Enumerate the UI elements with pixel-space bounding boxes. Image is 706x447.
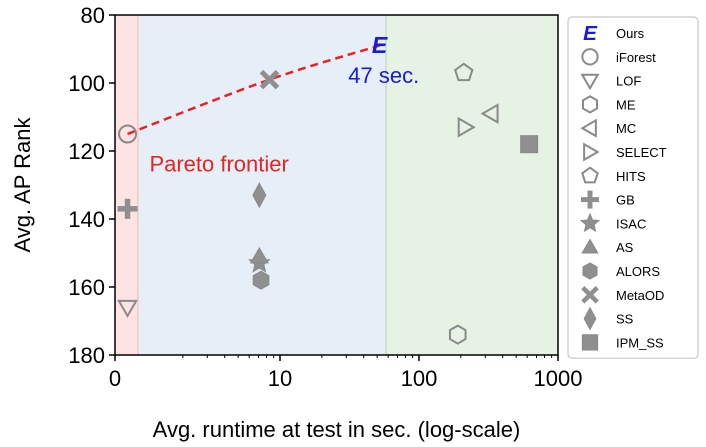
pareto-frontier-line bbox=[127, 44, 380, 136]
legend-marker-ipm-ss bbox=[581, 334, 599, 351]
point-select bbox=[457, 116, 476, 138]
y-tick-label: 80 bbox=[81, 3, 105, 28]
background-regions bbox=[115, 15, 558, 355]
legend-label: MetaOD bbox=[616, 288, 664, 303]
point-me bbox=[448, 324, 467, 345]
legend-item-ours: E Ours bbox=[583, 22, 645, 45]
legend-label: ISAC bbox=[616, 216, 646, 231]
legend-label: SS bbox=[616, 312, 634, 327]
legend-item-isac: ISAC bbox=[579, 212, 646, 233]
y-tick-label: 100 bbox=[68, 71, 105, 96]
point-ours: E bbox=[372, 32, 388, 58]
x-tick-label: 10 bbox=[268, 366, 292, 391]
data-points: E bbox=[117, 32, 539, 345]
legend-marker-ss bbox=[583, 306, 597, 331]
y-axis-title: Avg. AP Rank bbox=[10, 117, 35, 253]
annotation-47-sec: 47 sec. bbox=[348, 63, 419, 88]
legend-marker-ours: E bbox=[583, 22, 598, 45]
legend-label: GB bbox=[616, 193, 635, 208]
legend-marker-iforest bbox=[581, 48, 599, 66]
legend: E Ours iForest LOF ME MC SELECT HITS GB ISAC AS ALO… bbox=[567, 16, 699, 359]
point-iforest bbox=[118, 124, 138, 144]
legend-marker-select bbox=[583, 142, 600, 162]
legend-item-ipm-ss: IPM_SS bbox=[581, 334, 664, 351]
annotations: Pareto frontier 47 sec. bbox=[149, 63, 419, 176]
legend-marker-alors bbox=[582, 262, 598, 280]
legend-item-me: ME bbox=[581, 95, 636, 114]
legend-marker-lof bbox=[580, 73, 600, 91]
legend-label: iForest bbox=[616, 50, 656, 65]
legend-item-metaod: MetaOD bbox=[581, 286, 664, 304]
legend-item-mc: MC bbox=[580, 118, 636, 138]
pareto-frontier bbox=[127, 44, 380, 136]
legend-marker-mc bbox=[580, 118, 597, 138]
point-alors bbox=[252, 270, 270, 290]
legend-marker-as bbox=[581, 238, 599, 254]
legend-marker-gb bbox=[581, 190, 599, 209]
legend-marker-me bbox=[581, 95, 599, 114]
legend-item-iforest: iForest bbox=[581, 48, 656, 66]
legend-label: Ours bbox=[616, 26, 645, 41]
y-tick-label: 180 bbox=[68, 343, 105, 368]
y-tick-label: 160 bbox=[68, 275, 105, 300]
legend-item-select: SELECT bbox=[583, 142, 667, 162]
legend-label: IPM_SS bbox=[616, 335, 664, 350]
plot-frame bbox=[114, 14, 559, 356]
x-tick-label: 0 bbox=[109, 366, 121, 391]
x-tick-label: 100 bbox=[401, 366, 438, 391]
point-lof bbox=[117, 299, 138, 318]
legend-marker-metaod bbox=[581, 286, 599, 304]
legend-item-as: AS bbox=[581, 238, 634, 255]
legend-label: MC bbox=[616, 121, 636, 136]
legend-item-lof: LOF bbox=[580, 73, 641, 91]
legend-item-ss: SS bbox=[583, 306, 634, 331]
legend-box bbox=[567, 16, 699, 359]
x-axis-title: Avg. runtime at test in sec. (log-scale) bbox=[153, 417, 521, 442]
legend-label: AS bbox=[616, 240, 634, 255]
y-tick-label: 140 bbox=[68, 207, 105, 232]
point-mc bbox=[480, 103, 499, 124]
svg-text:E: E bbox=[583, 22, 598, 45]
point-metaod bbox=[259, 69, 280, 90]
legend-label: SELECT bbox=[616, 145, 667, 160]
legend-item-gb: GB bbox=[581, 190, 635, 209]
point-ipm-ss bbox=[520, 135, 539, 154]
y-tick-label: 120 bbox=[68, 139, 105, 164]
legend-item-hits: HITS bbox=[581, 166, 646, 184]
legend-marker-isac bbox=[579, 212, 601, 233]
legend-marker-hits bbox=[581, 166, 599, 184]
legend-item-alors: ALORS bbox=[582, 262, 660, 280]
point-hits bbox=[454, 62, 474, 82]
legend-label: ALORS bbox=[616, 264, 660, 279]
point-gb bbox=[117, 198, 138, 219]
svg-text:E: E bbox=[372, 32, 388, 58]
annotation-pareto-frontier: Pareto frontier bbox=[149, 151, 288, 176]
point-ss bbox=[252, 182, 267, 209]
point-as bbox=[249, 246, 269, 264]
legend-label: LOF bbox=[616, 74, 641, 89]
legend-label: ME bbox=[616, 97, 636, 112]
legend-label: HITS bbox=[616, 169, 646, 184]
region-1 bbox=[115, 15, 138, 355]
x-tick-label: 1000 bbox=[534, 366, 583, 391]
